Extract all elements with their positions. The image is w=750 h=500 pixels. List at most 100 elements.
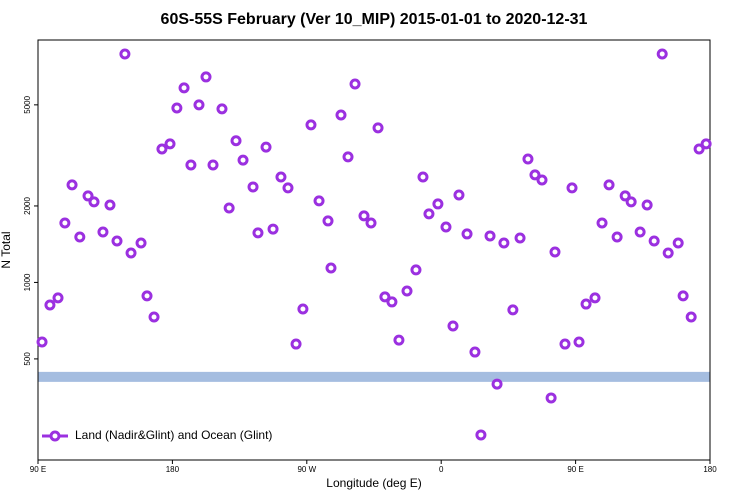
- point: [200, 71, 212, 83]
- point: [335, 109, 347, 121]
- point: [440, 221, 452, 233]
- point: [484, 230, 496, 242]
- chart-title: 60S-55S February (Ver 10_MIP) 2015-01-01…: [161, 11, 588, 28]
- point: [141, 290, 153, 302]
- y-axis-label: N Total: [0, 231, 13, 268]
- point: [275, 171, 287, 183]
- point: [52, 292, 64, 304]
- point: [566, 182, 578, 194]
- point: [59, 217, 71, 229]
- point: [386, 296, 398, 308]
- point: [358, 210, 370, 222]
- point: [74, 231, 86, 243]
- point: [322, 215, 334, 227]
- point: [342, 151, 354, 163]
- point: [171, 102, 183, 114]
- point: [349, 78, 361, 90]
- point: [223, 202, 235, 214]
- point: [148, 311, 160, 323]
- point: [559, 338, 571, 350]
- point: [88, 196, 100, 208]
- y-tick-label: 1000: [23, 273, 32, 291]
- point: [453, 189, 465, 201]
- point: [549, 246, 561, 258]
- point: [379, 291, 391, 303]
- x-tick-label: 180: [166, 465, 180, 474]
- point: [641, 199, 653, 211]
- x-tick-label: 180: [703, 465, 717, 474]
- point: [611, 231, 623, 243]
- point: [410, 264, 422, 276]
- point: [603, 179, 615, 191]
- point: [178, 82, 190, 94]
- point: [522, 153, 534, 165]
- legend-label: Land (Nadir&Glint) and Ocean (Glint): [75, 428, 272, 442]
- point: [580, 298, 592, 310]
- point: [313, 195, 325, 207]
- point: [267, 223, 279, 235]
- point: [498, 237, 510, 249]
- y-tick-label: 2000: [23, 196, 32, 214]
- point: [545, 392, 557, 404]
- point: [97, 226, 109, 238]
- point: [119, 48, 131, 60]
- y-tick-label: 500: [23, 352, 32, 366]
- point: [491, 378, 503, 390]
- point: [589, 292, 601, 304]
- point: [700, 138, 712, 150]
- point: [207, 159, 219, 171]
- point: [104, 199, 116, 211]
- point: [469, 346, 481, 358]
- point: [365, 217, 377, 229]
- point: [529, 169, 541, 181]
- point: [82, 190, 94, 202]
- point: [305, 119, 317, 131]
- point: [685, 311, 697, 323]
- point: [247, 181, 259, 193]
- point: [252, 227, 264, 239]
- plot-frame: [37, 39, 711, 461]
- point: [461, 228, 473, 240]
- point: [447, 320, 459, 332]
- point: [634, 226, 646, 238]
- point: [260, 141, 272, 153]
- point: [596, 217, 608, 229]
- point: [648, 235, 660, 247]
- point: [656, 48, 668, 60]
- x-tick-label: 90 W: [297, 465, 316, 474]
- legend-marker: [49, 430, 61, 442]
- x-tick-label: 90 E: [30, 465, 46, 474]
- point: [401, 285, 413, 297]
- point: [282, 182, 294, 194]
- point: [514, 232, 526, 244]
- point: [423, 208, 435, 220]
- point: [536, 174, 548, 186]
- x-tick-label: 90 E: [567, 465, 583, 474]
- point: [135, 237, 147, 249]
- point: [432, 198, 444, 210]
- point: [672, 237, 684, 249]
- point: [193, 99, 205, 111]
- point: [297, 303, 309, 315]
- point: [44, 299, 56, 311]
- point: [677, 290, 689, 302]
- point: [573, 336, 585, 348]
- point: [290, 338, 302, 350]
- point: [417, 171, 429, 183]
- point: [216, 103, 228, 115]
- point: [111, 235, 123, 247]
- point: [393, 334, 405, 346]
- x-axis-label: Longitude (deg E): [326, 476, 421, 490]
- point: [662, 247, 674, 259]
- y-tick-label: 5000: [23, 95, 32, 113]
- point: [237, 154, 249, 166]
- point: [125, 247, 137, 259]
- x-tick-label: 0: [439, 465, 444, 474]
- point: [475, 429, 487, 441]
- point: [230, 135, 242, 147]
- point: [325, 262, 337, 274]
- point: [164, 138, 176, 150]
- point: [66, 179, 78, 191]
- point: [625, 196, 637, 208]
